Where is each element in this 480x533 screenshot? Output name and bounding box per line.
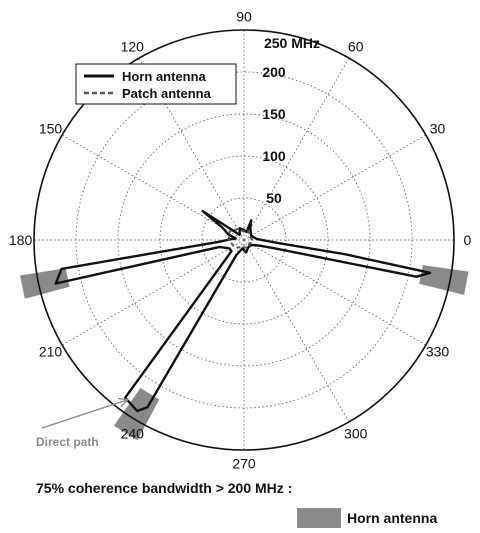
theta-tick-label-210: 210: [39, 344, 63, 360]
r-tick-label-200: 200: [262, 64, 286, 80]
theta-tick-label-180: 180: [9, 232, 33, 248]
theta-tick-label-270: 270: [232, 455, 256, 471]
theta-tick-label-30: 30: [430, 120, 446, 136]
theta-tick-label-330: 330: [426, 344, 450, 360]
annotation-layer: Direct path: [36, 397, 130, 449]
theta-tick-label-240: 240: [121, 426, 145, 442]
polar-chart: 0 30 60 90 120 150 180 210 240 270 300 330 50 100 150 2…: [9, 9, 472, 472]
grid-spoke-330: [243, 239, 427, 346]
legend-label-0: Horn antenna: [122, 69, 207, 84]
theta-tick-label-0: 0: [464, 232, 472, 248]
annotation-arrow-0: [41, 399, 129, 429]
series-horn-antenna: [54, 209, 432, 413]
grid-circle-150: [117, 113, 371, 367]
coherence-caption: 75% coherence bandwidth > 200 MHz :: [36, 480, 293, 496]
labels-layer: 0 30 60 90 120 150 180 210 240 270 300 330 50 100 150 2…: [9, 9, 472, 472]
r-tick-label-100: 100: [262, 148, 286, 164]
shaded-sector-2: [113, 387, 160, 441]
shaded-sector-0: [419, 265, 469, 295]
series-layer: [54, 209, 432, 413]
grid-spoke-300: [243, 239, 350, 423]
shade-legend-label: Horn antenna: [347, 510, 438, 526]
r-tick-label-250: 250 MHz: [264, 35, 320, 51]
shaded-sector-1: [19, 268, 70, 299]
theta-tick-label-300: 300: [344, 426, 368, 442]
grid-spoke-60: [243, 57, 350, 241]
theta-tick-label-60: 60: [348, 38, 364, 54]
shade-swatch: [297, 508, 341, 528]
grid-circle-50: [201, 197, 287, 283]
grid-spoke-150: [61, 134, 245, 241]
grid-spoke-30: [243, 134, 427, 241]
polar-grid: [33, 29, 455, 451]
r-tick-label-50: 50: [266, 190, 282, 206]
theta-tick-label-90: 90: [236, 9, 252, 25]
grid-spoke-210: [61, 239, 245, 346]
legend-box: [75, 63, 237, 105]
series-patch-antenna: [227, 228, 254, 249]
theta-tick-label-120: 120: [121, 38, 145, 54]
shade-legend: Horn antenna: [297, 508, 437, 528]
legend: Horn antenna Patch antenna: [75, 63, 237, 105]
legend-label-1: Patch antenna: [122, 86, 212, 101]
theta-tick-label-150: 150: [39, 120, 63, 136]
r-tick-label-150: 150: [262, 106, 286, 122]
shaded-sectors: [19, 265, 469, 441]
grid-spoke-120: [138, 57, 245, 241]
annotation-arrowhead-0: [117, 397, 130, 408]
annotation-label-0: Direct path: [36, 435, 99, 449]
grid-circle-250: [33, 29, 455, 451]
